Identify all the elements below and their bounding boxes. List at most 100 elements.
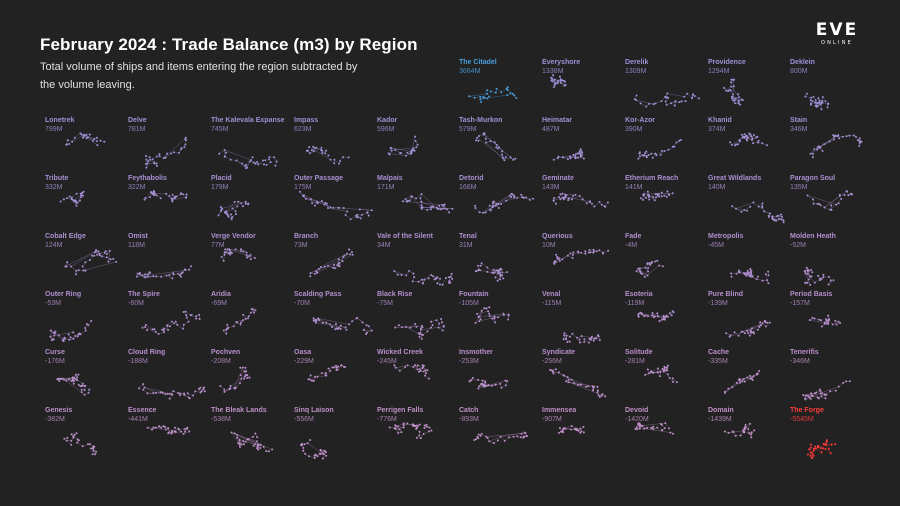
map-system bbox=[329, 323, 332, 326]
map-system bbox=[73, 136, 76, 139]
map-system bbox=[63, 378, 65, 381]
map-system bbox=[473, 439, 476, 441]
map-link bbox=[234, 367, 244, 388]
map-system bbox=[748, 432, 751, 435]
map-link bbox=[83, 134, 98, 146]
map-system bbox=[658, 264, 661, 267]
map-system bbox=[255, 440, 258, 443]
map-system bbox=[418, 368, 421, 371]
map-system bbox=[321, 152, 324, 155]
region-map bbox=[309, 248, 354, 278]
map-system bbox=[339, 324, 342, 327]
map-system bbox=[428, 426, 431, 429]
map-system bbox=[503, 314, 505, 316]
map-system bbox=[746, 209, 748, 212]
map-system bbox=[635, 270, 638, 273]
map-system bbox=[665, 195, 668, 198]
map-system bbox=[226, 323, 229, 326]
map-system bbox=[96, 253, 99, 256]
map-system bbox=[557, 371, 560, 374]
map-link bbox=[166, 275, 173, 279]
map-link bbox=[670, 101, 680, 104]
region-cell-cache: Cache -335M bbox=[708, 348, 790, 404]
map-system bbox=[761, 279, 764, 282]
map-system bbox=[367, 214, 370, 217]
map-system bbox=[579, 341, 581, 344]
map-system bbox=[562, 374, 565, 377]
map-link bbox=[394, 270, 407, 276]
map-link bbox=[399, 366, 406, 371]
map-system bbox=[697, 97, 700, 100]
map-system bbox=[246, 377, 249, 379]
map-system bbox=[149, 158, 152, 161]
map-system bbox=[262, 159, 264, 162]
region-name: Wicked Creek bbox=[377, 349, 423, 356]
map-system bbox=[825, 440, 828, 443]
map-system bbox=[103, 251, 106, 254]
map-system bbox=[61, 339, 64, 342]
region-name: Omist bbox=[128, 233, 148, 240]
map-system bbox=[659, 153, 662, 156]
map-system bbox=[646, 190, 649, 193]
map-system bbox=[592, 248, 595, 251]
map-system bbox=[76, 441, 79, 444]
map-system bbox=[761, 202, 764, 205]
map-system bbox=[313, 319, 316, 321]
map-link bbox=[395, 427, 404, 430]
map-system bbox=[560, 430, 562, 433]
region-cell-metropolis: Metropolis -45M bbox=[708, 232, 790, 288]
region-value: 135M bbox=[790, 184, 808, 191]
map-system bbox=[743, 431, 746, 434]
map-system bbox=[257, 163, 260, 166]
map-system bbox=[607, 249, 610, 252]
map-system bbox=[72, 331, 75, 334]
map-system bbox=[438, 204, 440, 207]
region-value: -893M bbox=[459, 416, 479, 423]
map-system bbox=[146, 329, 149, 332]
map-system bbox=[839, 322, 842, 324]
map-system bbox=[143, 198, 146, 201]
map-system bbox=[506, 271, 508, 274]
map-system bbox=[474, 207, 477, 209]
map-system bbox=[136, 272, 139, 275]
map-system bbox=[411, 423, 414, 426]
map-link bbox=[644, 268, 649, 277]
map-system bbox=[497, 272, 500, 275]
map-system bbox=[554, 368, 557, 371]
region-map bbox=[312, 316, 373, 336]
map-system bbox=[429, 208, 432, 211]
region-name: Providence bbox=[708, 59, 746, 66]
map-link bbox=[363, 329, 372, 331]
map-system bbox=[334, 323, 337, 325]
map-system bbox=[662, 315, 665, 318]
map-system bbox=[148, 196, 151, 199]
map-system bbox=[528, 198, 531, 201]
map-link bbox=[246, 161, 250, 168]
map-system bbox=[648, 262, 651, 264]
map-system bbox=[745, 274, 748, 277]
map-system bbox=[597, 394, 600, 397]
map-system bbox=[142, 383, 144, 386]
map-system bbox=[84, 327, 87, 329]
map-system bbox=[343, 366, 346, 368]
map-system bbox=[782, 219, 785, 222]
map-system bbox=[325, 454, 328, 457]
map-system bbox=[174, 426, 177, 429]
map-system bbox=[826, 106, 829, 109]
map-system bbox=[656, 426, 659, 429]
map-system bbox=[436, 207, 439, 210]
map-system bbox=[479, 98, 482, 101]
map-system bbox=[356, 316, 359, 319]
map-system bbox=[480, 101, 483, 103]
map-system bbox=[662, 370, 665, 373]
map-system bbox=[561, 258, 564, 261]
map-system bbox=[811, 457, 814, 459]
map-system bbox=[263, 163, 265, 166]
map-link bbox=[317, 375, 327, 377]
map-system bbox=[592, 251, 595, 254]
map-system bbox=[152, 426, 155, 429]
map-system bbox=[819, 447, 822, 450]
map-system bbox=[412, 366, 415, 368]
region-name: Molden Heath bbox=[790, 233, 836, 240]
map-system bbox=[340, 364, 343, 367]
